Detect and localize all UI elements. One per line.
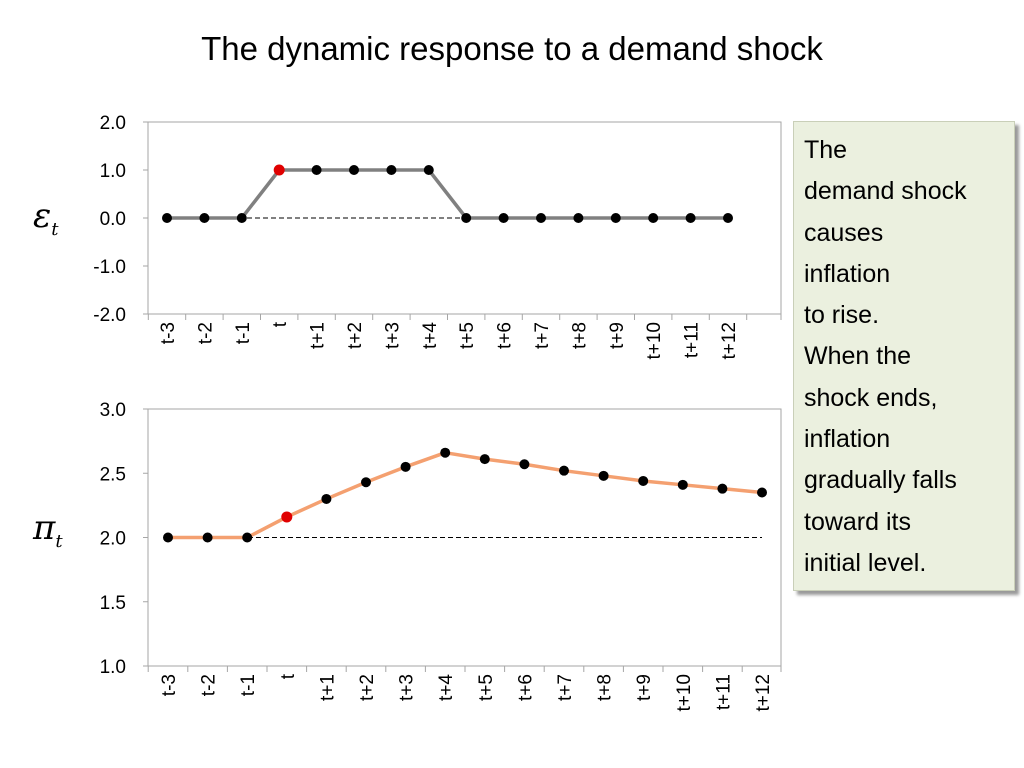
data-point xyxy=(202,532,213,543)
y-tick-label: 0.0 xyxy=(100,209,126,230)
x-tick-label: t+9 xyxy=(634,674,655,701)
x-tick-label: t-2 xyxy=(199,674,220,696)
note-line: shock ends, xyxy=(804,383,938,412)
data-point xyxy=(242,532,253,543)
y-tick-label: 1.5 xyxy=(100,593,126,614)
note-line: The xyxy=(804,136,848,164)
x-tick-label: t-2 xyxy=(195,322,216,344)
y-tick-label: 2.0 xyxy=(100,529,126,550)
x-tick-label: t+3 xyxy=(382,322,403,349)
x-tick-label: t+5 xyxy=(476,674,497,701)
data-point xyxy=(386,165,397,175)
data-point xyxy=(685,213,696,223)
data-point xyxy=(479,454,490,465)
data-point xyxy=(199,213,210,223)
data-point xyxy=(461,213,472,223)
data-point xyxy=(717,483,728,494)
x-tick-label: t xyxy=(278,673,299,679)
note-box: The demand shock causes inflation to rise. Wh… xyxy=(793,121,1015,591)
data-point xyxy=(519,459,530,470)
x-tick-label: t+12 xyxy=(719,322,740,360)
data-point xyxy=(423,165,434,175)
x-tick-label: t+2 xyxy=(345,322,366,349)
x-tick-label: t+8 xyxy=(595,674,616,701)
y-tick-label: -2.0 xyxy=(93,305,126,326)
highlight-point xyxy=(273,164,285,176)
data-point xyxy=(236,213,247,223)
data-point xyxy=(361,477,371,488)
data-point xyxy=(610,213,621,223)
series-line xyxy=(168,450,763,540)
x-tick-label: t+6 xyxy=(495,322,516,349)
x-tick-label: t+8 xyxy=(569,322,590,349)
x-tick-label: t-3 xyxy=(158,322,179,344)
data-point xyxy=(349,165,359,175)
data-point xyxy=(400,461,411,472)
note-line: initial level. xyxy=(804,548,927,577)
y-tick-label: 2.5 xyxy=(100,464,126,485)
x-tick-label: t xyxy=(270,321,291,327)
data-point xyxy=(440,447,451,458)
data-point xyxy=(311,165,322,175)
note-line: causes xyxy=(804,218,884,247)
data-point xyxy=(498,213,509,223)
x-tick-label: t+9 xyxy=(607,322,628,349)
x-tick-label: t+4 xyxy=(436,674,457,701)
note-line: demand shock xyxy=(804,177,967,206)
y-tick-label: 2.0 xyxy=(100,113,126,134)
epsilon-axis-label: εt xyxy=(33,196,59,240)
inflation-chart: 3.0 2.5 2.0 1.5 1.0 t-3 t-2 t-1 t t+1 t+2 t+3 t+4 t+5… xyxy=(100,400,782,712)
note-line: to rise. xyxy=(804,301,880,330)
data-point xyxy=(162,213,172,223)
x-tick-label: t+12 xyxy=(753,674,774,712)
y-tick-label: 3.0 xyxy=(100,400,126,421)
x-tick-label: t+4 xyxy=(420,322,441,349)
data-point xyxy=(321,493,332,504)
note-line: When the xyxy=(804,342,912,371)
data-point xyxy=(598,470,609,481)
data-point xyxy=(648,213,659,223)
x-tick-label: t-1 xyxy=(238,674,259,696)
y-tick-label: 1.0 xyxy=(100,657,126,678)
data-point xyxy=(573,213,584,223)
pi-axis-label: πt xyxy=(33,508,63,552)
x-tick-label: t+1 xyxy=(308,322,329,349)
data-point xyxy=(638,475,649,486)
x-tick-label: t+3 xyxy=(397,674,418,701)
x-tick-label: t+10 xyxy=(674,674,695,712)
x-tick-label: t+11 xyxy=(713,674,734,710)
x-tick-label: t+2 xyxy=(357,674,378,701)
x-tick-label: t+7 xyxy=(532,322,553,349)
slide-title: The dynamic response to a demand shock xyxy=(201,30,823,67)
y-tick-label: -1.0 xyxy=(93,257,126,278)
note-line: toward its xyxy=(804,507,911,536)
x-tick-label: t+5 xyxy=(457,322,478,349)
x-tick-label: t+11 xyxy=(682,322,703,358)
x-tick-label: t+7 xyxy=(555,674,576,701)
x-tick-label: t-1 xyxy=(233,322,254,344)
x-tick-label: t-3 xyxy=(159,674,180,696)
note-line: inflation xyxy=(804,259,891,288)
data-point xyxy=(677,479,688,490)
data-point xyxy=(536,213,546,223)
data-point xyxy=(559,465,569,476)
x-tick-label: t+1 xyxy=(317,674,338,701)
note-line: gradually falls xyxy=(804,466,957,495)
shock-chart: 2.0 1.0 0.0 -1.0 -2.0 t-3 t-2 t-1 t t+1 t+2 t+3 t+4 t… xyxy=(93,113,782,360)
series-line xyxy=(167,168,728,220)
data-point xyxy=(757,487,767,498)
note-line: inflation xyxy=(804,425,891,454)
data-point xyxy=(163,532,173,543)
x-tick-label: t+6 xyxy=(515,674,536,701)
y-tick-label: 1.0 xyxy=(100,161,126,182)
data-point xyxy=(723,213,733,223)
highlight-point xyxy=(281,511,293,523)
x-tick-label: t+10 xyxy=(644,322,665,360)
